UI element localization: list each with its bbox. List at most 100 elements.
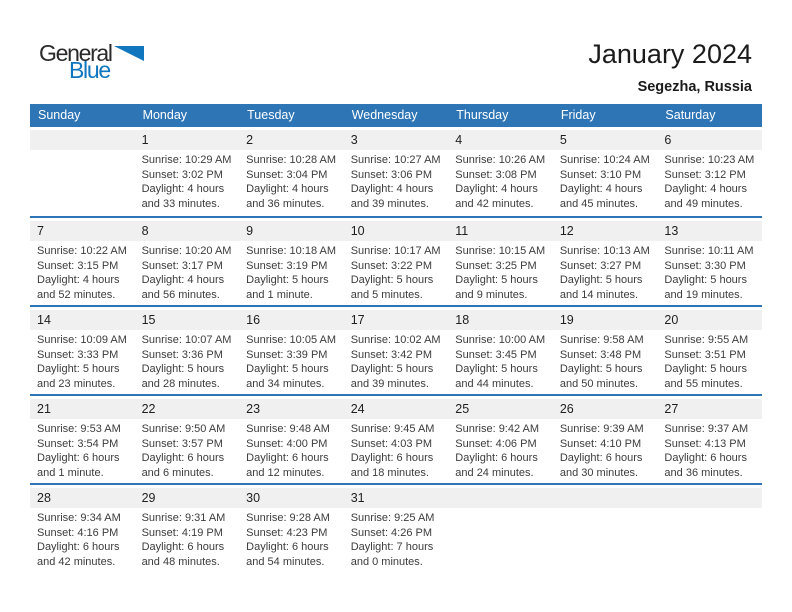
day-cell: 20 Sunrise: 9:55 AM Sunset: 3:51 PM Dayligh… — [657, 310, 762, 394]
day-cell: 17 Sunrise: 10:02 AM Sunset: 3:42 PM Daylig… — [343, 310, 449, 394]
sunrise-text: Sunrise: 9:50 AM — [141, 423, 226, 435]
daylight-text-line1: Daylight: 5 hours — [664, 363, 747, 376]
day-cell: 1 Sunrise: 10:29 AM Sunset: 3:02 PM Dayligh… — [134, 130, 240, 216]
day-number: 10 — [343, 221, 449, 241]
empty-day-cell — [30, 130, 135, 216]
daylight-text-line2: and 19 minutes. — [664, 288, 743, 301]
daylight-text-line1: Daylight: 6 hours — [37, 452, 120, 465]
sunset-text: Sunset: 4:06 PM — [455, 437, 537, 450]
sunrise-text: Sunrise: 10:00 AM — [455, 334, 546, 346]
sunset-text: Sunset: 3:45 PM — [455, 348, 537, 361]
sunset-text: Sunset: 3:27 PM — [559, 259, 642, 272]
sunrise-text: Sunrise: 9:55 AM — [664, 334, 749, 346]
daylight-text-line1: Daylight: 4 hours — [455, 183, 538, 196]
day-details: Sunrise: 10:00 AM Sunset: 3:45 PM Daylight… — [448, 330, 553, 391]
sunset-text: Sunset: 3:54 PM — [37, 437, 119, 450]
week-row: 7 Sunrise: 10:22 AM Sunset: 3:15 PM Dayligh… — [30, 216, 762, 305]
daylight-text-line1: Daylight: 5 hours — [559, 274, 643, 287]
daylight-text-line1: Daylight: 4 hours — [559, 183, 643, 196]
daylight-text-line1: Daylight: 4 hours — [141, 183, 225, 196]
day-number: 7 — [30, 221, 135, 241]
week-row: 28 Sunrise: 9:34 AM Sunset: 4:16 PM Dayligh… — [30, 483, 762, 572]
day-cell: 19 Sunrise: 9:58 AM Sunset: 3:48 PM Dayligh… — [552, 310, 658, 394]
daylight-text-line1: Daylight: 5 hours — [141, 363, 225, 376]
page-title: January 2024 — [588, 39, 752, 69]
daylight-text-line1: Daylight: 6 hours — [455, 452, 538, 465]
day-cell: 27 Sunrise: 9:37 AM Sunset: 4:13 PM Dayligh… — [657, 399, 762, 483]
sunset-text: Sunset: 3:33 PM — [37, 348, 119, 361]
sunrise-text: Sunrise: 10:09 AM — [37, 334, 127, 346]
weekday-header-monday: Monday — [142, 108, 188, 122]
day-cell: 14 Sunrise: 10:09 AM Sunset: 3:33 PM Daylig… — [30, 310, 135, 394]
sunrise-text: Sunrise: 10:17 AM — [350, 245, 441, 257]
daylight-text-line1: Daylight: 5 hours — [246, 363, 329, 376]
general-blue-logo: General Blue — [39, 42, 144, 82]
daylight-text-line2: and 18 minutes. — [350, 466, 429, 479]
sunset-text: Sunset: 4:16 PM — [37, 526, 119, 539]
page-location: Segezha, Russia — [637, 79, 752, 95]
sunrise-text: Sunrise: 10:24 AM — [559, 154, 650, 166]
daylight-text-line2: and 24 minutes. — [455, 466, 534, 479]
day-number: 22 — [134, 399, 240, 419]
day-number: 27 — [657, 399, 762, 419]
day-number: 8 — [134, 221, 240, 241]
day-cell: 15 Sunrise: 10:07 AM Sunset: 3:36 PM Daylig… — [134, 310, 240, 394]
daylight-text-line1: Daylight: 5 hours — [37, 363, 120, 376]
logo-triangle-icon — [113, 46, 144, 61]
sunrise-text: Sunrise: 10:20 AM — [141, 245, 232, 257]
day-number: 4 — [448, 130, 553, 150]
day-number: 24 — [343, 399, 449, 419]
day-details: Sunrise: 10:07 AM Sunset: 3:36 PM Daylight… — [135, 330, 240, 391]
day-cell: 26 Sunrise: 9:39 AM Sunset: 4:10 PM Dayligh… — [552, 399, 658, 483]
day-cell: 10 Sunrise: 10:17 AM Sunset: 3:22 PM Daylig… — [343, 221, 449, 305]
daylight-text-line1: Daylight: 4 hours — [141, 274, 225, 287]
sunrise-text: Sunrise: 9:31 AM — [141, 512, 226, 524]
empty-day-cell — [552, 488, 658, 572]
sunset-text: Sunset: 3:12 PM — [664, 168, 746, 181]
day-details: Sunrise: 10:20 AM Sunset: 3:17 PM Daylight… — [135, 241, 240, 302]
daylight-text-line2: and 50 minutes. — [559, 377, 639, 390]
daylight-text-line1: Daylight: 6 hours — [664, 452, 747, 465]
day-details: Sunrise: 10:15 AM Sunset: 3:25 PM Daylight… — [448, 241, 553, 302]
daylight-text-line1: Daylight: 5 hours — [350, 274, 434, 287]
day-cell: 2 Sunrise: 10:28 AM Sunset: 3:04 PM Dayligh… — [239, 130, 344, 216]
daylight-text-line2: and 0 minutes. — [350, 555, 423, 568]
day-details: Sunrise: 10:13 AM Sunset: 3:27 PM Daylight… — [553, 241, 658, 302]
day-details: Sunrise: 9:58 AM Sunset: 3:48 PM Daylight:… — [553, 330, 658, 391]
empty-day-cell — [657, 488, 762, 572]
day-number: 19 — [552, 310, 658, 330]
daylight-text-line1: Daylight: 4 hours — [664, 183, 747, 196]
daylight-text-line2: and 1 minute. — [37, 466, 104, 479]
day-cell: 29 Sunrise: 9:31 AM Sunset: 4:19 PM Dayligh… — [134, 488, 240, 572]
sunrise-text: Sunrise: 9:34 AM — [37, 512, 121, 524]
day-details — [448, 508, 553, 511]
day-number: 31 — [343, 488, 449, 508]
day-cell: 23 Sunrise: 9:48 AM Sunset: 4:00 PM Dayligh… — [239, 399, 344, 483]
daylight-text-line1: Daylight: 6 hours — [37, 541, 120, 554]
sunrise-text: Sunrise: 10:26 AM — [455, 154, 546, 166]
day-number: 6 — [657, 130, 762, 150]
day-details — [553, 508, 658, 511]
week-row: 1 Sunrise: 10:29 AM Sunset: 3:02 PM Dayligh… — [30, 127, 762, 216]
day-number: 16 — [239, 310, 344, 330]
sunset-text: Sunset: 3:04 PM — [246, 168, 328, 181]
day-details: Sunrise: 9:34 AM Sunset: 4:16 PM Daylight:… — [30, 508, 135, 569]
day-details: Sunrise: 10:17 AM Sunset: 3:22 PM Daylight… — [344, 241, 449, 302]
sunset-text: Sunset: 3:42 PM — [350, 348, 433, 361]
weekday-header-friday: Friday — [560, 108, 596, 122]
daylight-text-line2: and 36 minutes. — [246, 197, 325, 210]
weekday-header-thursday: Thursday — [456, 108, 509, 122]
daylight-text-line2: and 6 minutes. — [141, 466, 214, 479]
day-number: 3 — [343, 130, 449, 150]
daylight-text-line1: Daylight: 5 hours — [455, 363, 538, 376]
sunset-text: Sunset: 4:00 PM — [246, 437, 328, 450]
daylight-text-line1: Daylight: 4 hours — [37, 274, 120, 287]
day-number: 28 — [30, 488, 135, 508]
day-details: Sunrise: 10:02 AM Sunset: 3:42 PM Daylight… — [344, 330, 449, 391]
day-cell: 6 Sunrise: 10:23 AM Sunset: 3:12 PM Dayligh… — [657, 130, 762, 216]
day-number: 14 — [30, 310, 135, 330]
sunrise-text: Sunrise: 10:15 AM — [455, 245, 546, 257]
day-cell: 28 Sunrise: 9:34 AM Sunset: 4:16 PM Dayligh… — [30, 488, 135, 572]
sunrise-text: Sunrise: 10:18 AM — [246, 245, 337, 257]
day-cell: 31 Sunrise: 9:25 AM Sunset: 4:26 PM Dayligh… — [343, 488, 449, 572]
